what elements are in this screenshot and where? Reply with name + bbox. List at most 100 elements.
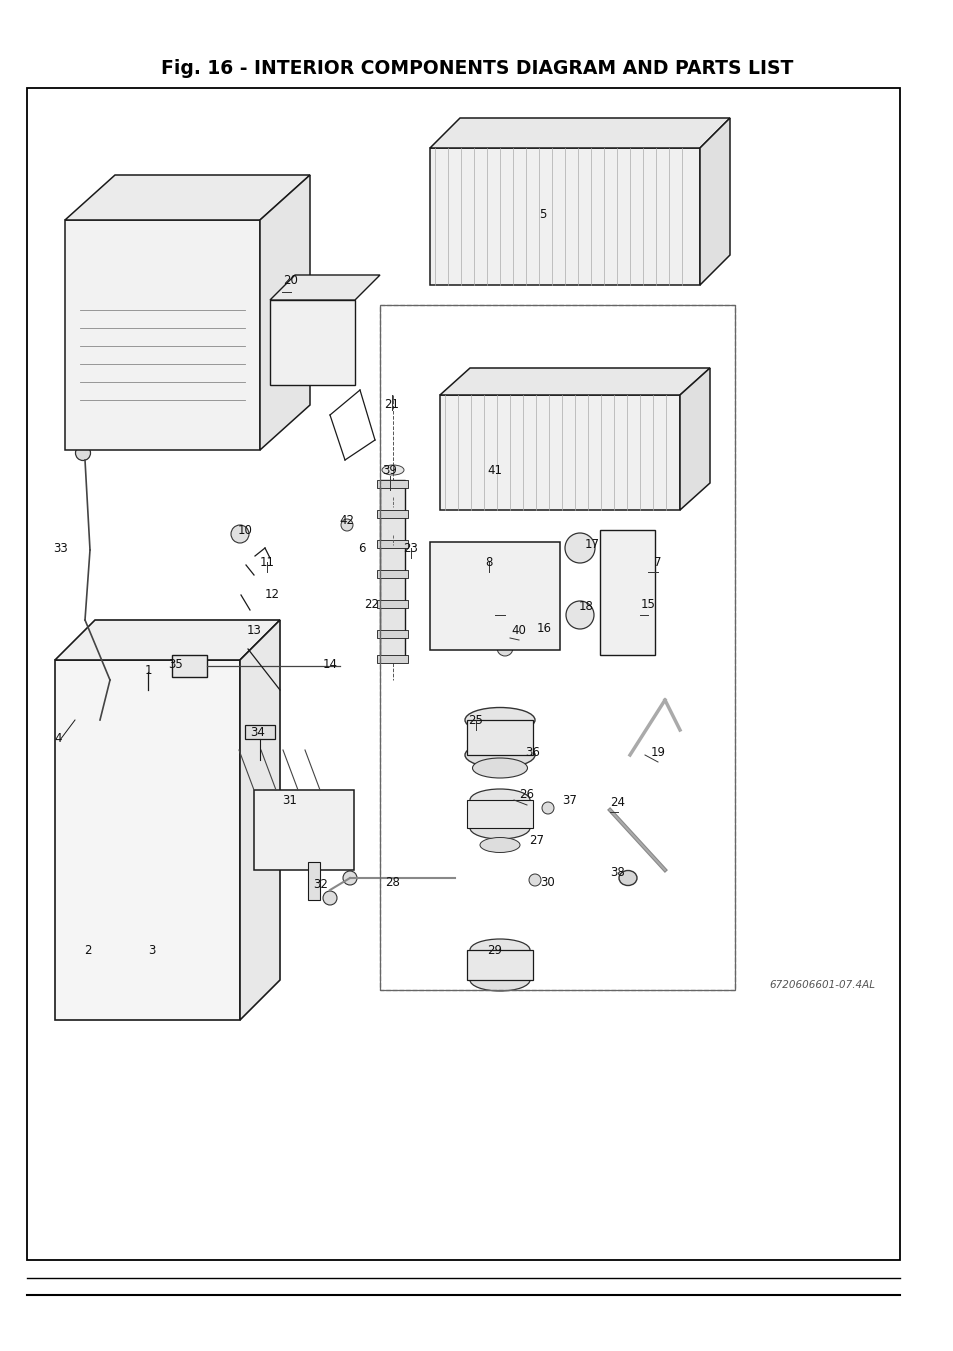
Text: 33: 33 [53,542,69,554]
Bar [245,725,274,739]
Bar [376,509,408,517]
Ellipse shape [470,817,530,839]
Bar [376,630,408,638]
Text: 36: 36 [525,747,539,759]
Ellipse shape [340,519,353,531]
Ellipse shape [381,500,403,509]
Polygon shape [65,176,310,220]
Bar [379,305,734,990]
Text: 34: 34 [251,727,265,739]
Ellipse shape [470,789,530,811]
Bar [379,480,405,661]
Text: 23: 23 [403,542,418,554]
Text: 6720606601-07.4AL: 6720606601-07.4AL [768,979,874,990]
Bar [376,570,408,578]
Text: 6: 6 [358,542,365,554]
Text: 31: 31 [282,793,297,807]
Text: 14: 14 [322,658,337,671]
Ellipse shape [529,874,540,886]
Text: 32: 32 [314,878,328,892]
Polygon shape [439,367,709,394]
Bar [467,800,533,828]
Ellipse shape [381,644,403,655]
Ellipse shape [141,863,154,877]
Text: 7: 7 [654,555,661,569]
Bar [376,540,408,549]
Ellipse shape [231,526,249,543]
Bar [379,305,734,990]
Text: 26: 26 [519,789,534,801]
Ellipse shape [472,561,527,631]
Ellipse shape [497,640,513,657]
Text: 29: 29 [487,943,502,957]
Text: 41: 41 [487,463,502,477]
Ellipse shape [241,628,254,642]
Text: 17: 17 [584,539,598,551]
Polygon shape [65,220,260,450]
Bar [308,862,319,900]
Ellipse shape [565,601,594,630]
Ellipse shape [381,576,403,585]
Bar [467,950,533,979]
Ellipse shape [472,758,527,778]
Ellipse shape [464,708,535,732]
Text: 20: 20 [283,273,298,286]
Ellipse shape [470,939,530,961]
Ellipse shape [618,870,637,885]
Ellipse shape [381,465,403,476]
Polygon shape [700,118,729,285]
Polygon shape [55,661,240,1020]
Text: 27: 27 [529,834,544,847]
Text: 2: 2 [84,943,91,957]
Text: 19: 19 [650,746,665,758]
Text: 10: 10 [237,523,253,536]
Text: 13: 13 [246,624,261,636]
Bar [27,88,899,1260]
Polygon shape [240,620,280,1020]
Bar [253,790,354,870]
Text: 5: 5 [538,208,546,222]
Ellipse shape [464,743,535,767]
Bar [467,720,533,755]
Ellipse shape [482,571,517,621]
Ellipse shape [323,892,336,905]
Text: Fig. 16 - INTERIOR COMPONENTS DIAGRAM AND PARTS LIST: Fig. 16 - INTERIOR COMPONENTS DIAGRAM AN… [161,58,792,77]
Polygon shape [439,394,679,509]
Text: 40: 40 [511,624,526,636]
Text: 21: 21 [384,399,399,412]
Text: 1: 1 [144,663,152,677]
Text: 8: 8 [485,555,492,569]
Text: 12: 12 [264,589,279,601]
Ellipse shape [308,858,319,866]
Text: 30: 30 [540,875,555,889]
Ellipse shape [479,838,519,852]
Text: 22: 22 [364,598,379,612]
Text: 24: 24 [610,796,625,808]
Ellipse shape [381,613,403,623]
Ellipse shape [162,199,212,231]
Bar [172,655,207,677]
Ellipse shape [564,534,595,563]
Text: 11: 11 [259,555,274,569]
Text: 25: 25 [468,713,483,727]
Text: 37: 37 [562,793,577,807]
Text: 39: 39 [382,463,397,477]
Text: 35: 35 [169,658,183,671]
Text: 4: 4 [54,731,62,744]
Text: 42: 42 [339,513,355,527]
Bar [376,600,408,608]
Polygon shape [430,149,700,285]
Text: 38: 38 [610,866,625,880]
Polygon shape [270,276,379,300]
Polygon shape [55,620,280,661]
Polygon shape [270,300,355,385]
Bar [599,530,655,655]
Text: 15: 15 [639,598,655,612]
Bar [376,480,408,488]
Ellipse shape [470,969,530,992]
Polygon shape [430,542,559,650]
Text: 3: 3 [148,943,155,957]
Polygon shape [430,118,729,149]
Ellipse shape [541,802,554,815]
Ellipse shape [480,551,498,569]
